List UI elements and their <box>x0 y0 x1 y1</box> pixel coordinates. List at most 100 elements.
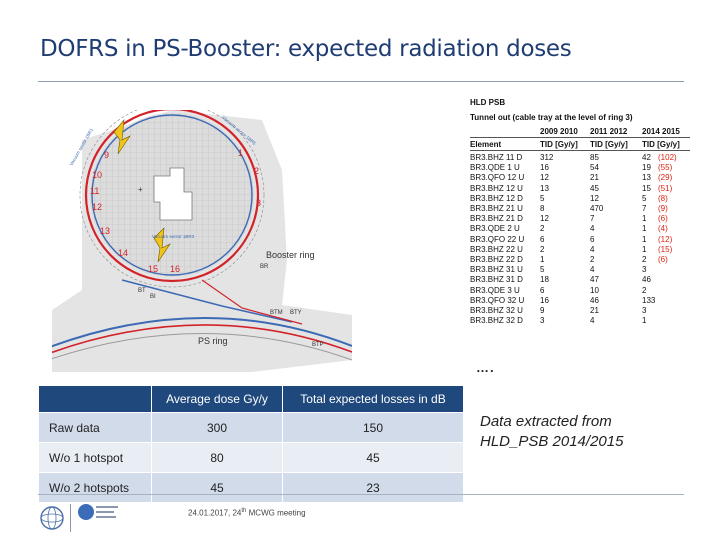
hld-tid-2009: 16 <box>540 163 549 173</box>
hld-row: BR3.BHZ 31 U 5 4 3 <box>466 265 690 275</box>
hld-element: BR3.BHZ 32 D <box>470 316 523 326</box>
hld-tid-red: (4) <box>658 224 668 234</box>
hld-row: BR3.QDE 3 U 6 10 2 <box>466 286 690 296</box>
hld-tid-2011: 7 <box>590 214 595 224</box>
hld-header-row: Element TID [Gy/y] TID [Gy/y] TID [Gy/y] <box>470 140 680 149</box>
hld-tid-2014: 7 <box>642 204 647 213</box>
booster-inner-ring <box>91 114 253 276</box>
hld-tid-red: (12) <box>658 234 673 244</box>
hld-tid-2014: 5 <box>642 193 647 203</box>
hld-row: BR3.QDE 1 U 16 54 19 (55) <box>466 163 690 173</box>
table-row: W/o 1 hotspot 80 45 <box>38 442 464 473</box>
hld-tid-2014: 42 <box>642 153 651 162</box>
booster-ring-label: Booster ring <box>266 250 315 260</box>
hld-tid-red: (15) <box>658 244 673 254</box>
hld-title: HLD PSB <box>470 98 506 107</box>
hld-row: BR3.QFO 12 U 12 21 13 (29) <box>466 173 690 183</box>
hld-row: BR3.BHZ 12 D 5 12 5 (8) <box>466 194 690 204</box>
hld-tid-2009: 312 <box>540 153 554 162</box>
footer-divider <box>38 494 684 495</box>
hld-tid-2009: 8 <box>540 204 545 213</box>
hld-row: BR3.BHZ 32 U 9 21 3 <box>466 306 690 316</box>
losses-cell: 150 <box>282 412 464 443</box>
hld-tid-2014: 46 <box>642 275 651 285</box>
hld-tid-2014: 1 <box>642 244 647 254</box>
hld-tid-2014: 3 <box>642 265 647 275</box>
hld-tid-2011: 12 <box>590 193 599 203</box>
hld-tid-2009: 2 <box>540 244 545 254</box>
hld-tid-2014: 1 <box>642 214 647 224</box>
table-row: W/o 2 hotspots 45 23 <box>38 472 464 503</box>
hld-tid-2011: 6 <box>590 234 595 244</box>
hld-subtitle: Tunnel out (cable tray at the level of r… <box>470 113 633 122</box>
booster-ring-figure: + 9 10 11 12 13 14 15 16 1 2 3 Vacuum se… <box>52 110 352 372</box>
ring-number: 3 <box>256 198 261 208</box>
hld-tid-red: (6) <box>658 214 668 224</box>
hld-row: BR3.BHZ 21 U 8 470 7 (9) <box>466 204 690 214</box>
hld-element: BR3.BHZ 22 D <box>470 255 523 264</box>
hld-tid-2009: 6 <box>540 234 545 244</box>
ring-number: 10 <box>92 170 102 180</box>
hld-tid-2009: 5 <box>540 265 545 275</box>
cern-en-logos <box>40 504 118 532</box>
hld-tid-2011: 4 <box>590 244 595 254</box>
row-label: W/o 2 hotspots <box>38 472 152 503</box>
hld-tid-2014: 13 <box>642 173 651 183</box>
hld-row: BR3.BHZ 31 D 18 47 46 <box>466 275 690 285</box>
hld-tid-2009: 9 <box>540 306 545 315</box>
hld-tid-2014: 19 <box>642 163 651 173</box>
hld-element: BR3.BHZ 22 U <box>470 244 523 254</box>
year-range: 2009 2010 <box>540 127 578 136</box>
year-range: 2014 2015 <box>642 127 680 136</box>
title-divider <box>38 81 684 82</box>
hld-tid-red: (55) <box>658 163 673 173</box>
hld-tid-2011: 4 <box>590 265 595 275</box>
en-logo-icon <box>78 504 94 520</box>
hld-tid-2011: 47 <box>590 275 599 285</box>
slide-title: DOFRS in PS-Booster: expected radiation … <box>40 36 572 62</box>
hld-element: BR3.QFO 22 U <box>470 234 525 244</box>
note-line: HLD_PSB 2014/2015 <box>480 433 624 450</box>
hld-tid-2009: 16 <box>540 295 549 305</box>
table-row: Raw data 300 150 <box>38 412 464 443</box>
hld-tid-2011: 45 <box>590 183 599 193</box>
hld-row: BR3.QFO 22 U 6 6 1 (12) <box>466 235 690 245</box>
ring-number: 12 <box>92 202 102 212</box>
hld-tid-2014: 2 <box>642 285 647 295</box>
bty-label: BTY <box>290 310 302 316</box>
hld-tid-2011: 2 <box>590 255 595 264</box>
dose-table: Average dose Gy/y Total expected losses … <box>38 385 464 503</box>
hotspot-marker-2 <box>153 227 171 263</box>
year-range: 2011 2012 <box>590 127 628 136</box>
hld-tid-2014: 3 <box>642 306 647 315</box>
hld-element: BR3.QFO 32 U <box>470 295 525 305</box>
ring-number: 14 <box>118 248 128 258</box>
ring-number: 1 <box>238 148 243 158</box>
header-cell: Average dose Gy/y <box>151 385 283 413</box>
hld-tid-red: (8) <box>658 193 668 203</box>
hld-element: BR3.QDE 1 U <box>470 163 520 173</box>
hld-row: BR3.BHZ 21 D 12 7 1 (6) <box>466 214 690 224</box>
hld-element: BR3.QDE 3 U <box>470 285 520 295</box>
dose-table-header: Average dose Gy/y Total expected losses … <box>38 385 464 413</box>
br-label: BR <box>260 264 269 270</box>
hld-tid-2014: 1 <box>642 234 647 244</box>
ring-number: 9 <box>104 150 109 160</box>
hld-tid-2009: 1 <box>540 255 545 264</box>
ring-number: 15 <box>148 264 158 274</box>
hld-element: BR3.BHZ 21 D <box>470 214 523 224</box>
hld-element: BR3.BHZ 31 D <box>470 275 523 285</box>
hld-tid-2009: 18 <box>540 275 549 285</box>
hld-tid-2009: 12 <box>540 214 549 224</box>
hld-element: BR3.BHZ 12 U <box>470 183 523 193</box>
hld-element: BR3.QFO 12 U <box>470 173 525 183</box>
hld-tid-2009: 5 <box>540 193 545 203</box>
ring-number: 2 <box>254 166 259 176</box>
row-label: W/o 1 hotspot <box>38 442 152 473</box>
average-dose-cell: 80 <box>151 442 283 473</box>
btp-label: BTP <box>312 342 324 348</box>
losses-cell: 45 <box>282 442 464 473</box>
hld-element: BR3.BHZ 12 D <box>470 193 523 203</box>
cern-logo-icon <box>40 506 64 530</box>
hld-tid-2011: 470 <box>590 204 604 213</box>
